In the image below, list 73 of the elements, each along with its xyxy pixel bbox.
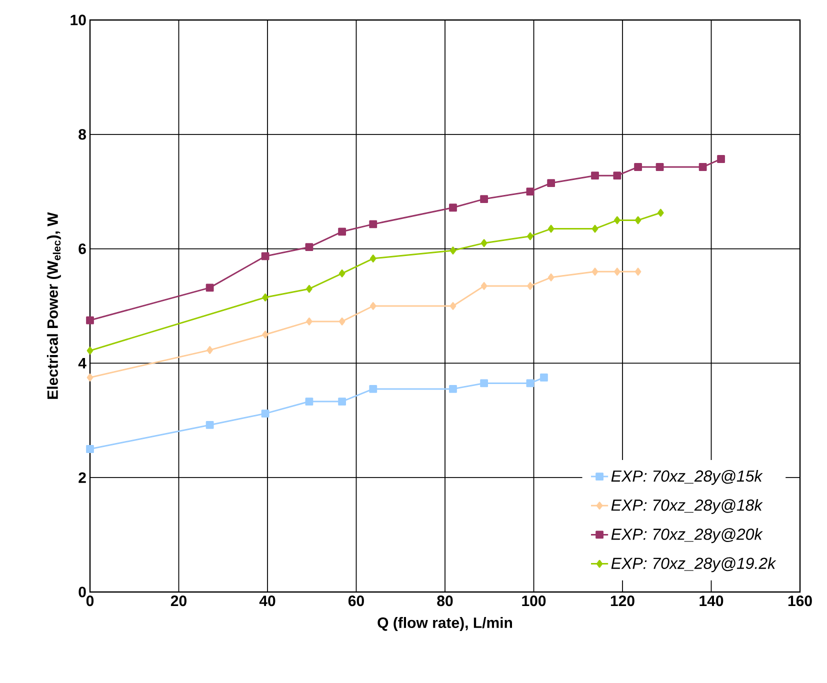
point — [656, 163, 664, 171]
point — [206, 421, 214, 429]
point — [548, 273, 554, 282]
x-tick-label: 40 — [259, 596, 276, 606]
y-axis-title: Electrical Power (W$_{elec}$), W — [46, 212, 61, 399]
point — [698, 163, 707, 171]
y-tick-label: 0 — [78, 586, 86, 598]
point — [540, 374, 548, 382]
point — [449, 204, 457, 212]
legend-label: EXP: 70xz_28y@20k — [611, 528, 763, 544]
point — [480, 379, 488, 388]
point — [306, 317, 312, 326]
x-tick-label: 120 — [610, 596, 634, 606]
point — [262, 330, 268, 339]
point — [634, 268, 642, 276]
point — [305, 398, 314, 406]
point — [592, 268, 598, 276]
point — [614, 216, 620, 224]
point — [547, 179, 556, 187]
point — [86, 374, 94, 382]
point — [86, 445, 94, 453]
point — [717, 155, 725, 163]
legend-label: EXP: 70xz_28y@18k — [611, 499, 763, 514]
y-tick-label: 8 — [78, 129, 86, 140]
point — [338, 269, 346, 278]
y-tick-label: 6 — [78, 243, 86, 254]
point — [261, 252, 270, 260]
point — [658, 208, 664, 217]
point — [262, 293, 268, 302]
point — [206, 346, 213, 354]
point — [591, 172, 599, 180]
point — [450, 246, 456, 254]
point — [614, 268, 620, 276]
x-axis-title: Q (flow rate), L/min — [378, 617, 512, 631]
legend-label: EXP: 70xz_28y@15k — [611, 470, 763, 485]
point — [613, 172, 622, 180]
point — [526, 188, 534, 196]
point — [548, 224, 554, 233]
point — [369, 384, 378, 393]
y-tick-label: 10 — [70, 14, 86, 26]
point — [338, 317, 346, 326]
point — [86, 346, 94, 355]
point — [370, 302, 376, 310]
point — [338, 398, 346, 406]
point — [480, 195, 488, 203]
x-tick-label: 100 — [522, 596, 546, 606]
point — [527, 282, 534, 290]
x-tick-label: 160 — [788, 596, 812, 606]
point — [592, 224, 598, 233]
point — [338, 228, 346, 236]
x-tick-label: 60 — [348, 596, 364, 606]
point — [449, 384, 457, 393]
point — [480, 282, 488, 290]
point — [305, 243, 314, 252]
legend-label: EXP: 70xz_28y@19.2k — [611, 557, 776, 572]
point — [527, 232, 534, 240]
point — [526, 379, 534, 388]
x-tick-label: 80 — [437, 596, 453, 606]
x-tick-label: 20 — [170, 596, 186, 606]
point — [370, 254, 376, 262]
y-tick-label: 2 — [78, 472, 86, 483]
point — [634, 163, 642, 171]
point — [306, 284, 312, 293]
point — [261, 410, 270, 418]
point — [634, 216, 642, 224]
point — [450, 302, 456, 310]
y-tick-label: 4 — [78, 358, 86, 368]
point — [480, 239, 488, 248]
point — [86, 316, 94, 324]
point — [206, 284, 214, 292]
point — [369, 220, 378, 228]
x-tick-label: 140 — [700, 596, 724, 606]
x-tick-label: 0 — [86, 596, 94, 606]
